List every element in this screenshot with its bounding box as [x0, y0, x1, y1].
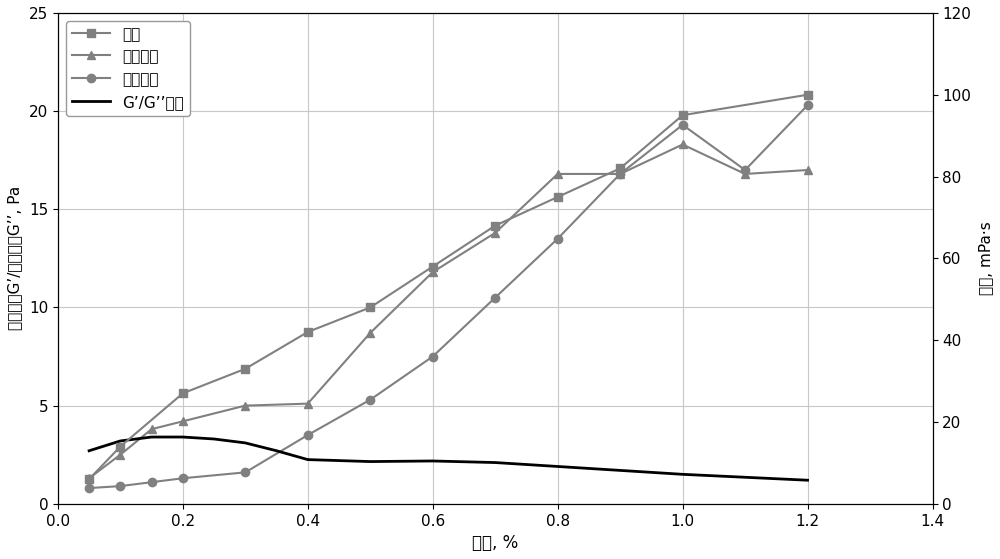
弹性模量 [739, 170, 751, 177]
粘性模量 [83, 485, 95, 491]
G’/G’’比値 [177, 434, 189, 440]
G’/G’’比値 [239, 439, 251, 446]
G’/G’’比値 [614, 467, 626, 474]
粘性模量 [614, 170, 626, 177]
粘度 [114, 443, 126, 450]
粘性模量 [552, 235, 564, 242]
粘性模量 [364, 396, 376, 403]
粘度 [802, 91, 814, 98]
粘性模量 [677, 121, 689, 128]
Line: 弹性模量: 弹性模量 [85, 140, 812, 482]
弹性模量 [302, 400, 314, 407]
粘性模量 [114, 483, 126, 490]
粘性模量 [802, 102, 814, 108]
Legend: 粘度, 弹性模量, 粘性模量, G’/G’’比値: 粘度, 弹性模量, 粘性模量, G’/G’’比値 [66, 21, 190, 116]
粘度 [239, 366, 251, 372]
G’/G’’比値 [114, 438, 126, 444]
弹性模量 [83, 475, 95, 482]
弹性模量 [114, 451, 126, 458]
粘性模量 [427, 353, 439, 360]
粘性模量 [739, 167, 751, 173]
弹性模量 [239, 402, 251, 409]
弹性模量 [489, 230, 501, 236]
粘度 [302, 329, 314, 335]
G’/G’’比値 [427, 458, 439, 465]
G’/G’’比値 [146, 434, 158, 440]
G’/G’’比値 [271, 447, 283, 454]
G’/G’’比値 [802, 477, 814, 484]
G’/G’’比値 [302, 456, 314, 463]
粘度 [552, 193, 564, 200]
X-axis label: 浓度, %: 浓度, % [472, 534, 518, 552]
粘性模量 [177, 475, 189, 482]
G’/G’’比値 [677, 471, 689, 478]
粘度 [364, 304, 376, 311]
粘度 [177, 390, 189, 397]
Line: G’/G’’比値: G’/G’’比値 [89, 437, 808, 480]
弹性模量 [802, 167, 814, 173]
粘度 [614, 165, 626, 172]
G’/G’’比値 [489, 459, 501, 466]
粘度 [83, 476, 95, 482]
G’/G’’比値 [364, 458, 376, 465]
G’/G’’比値 [552, 463, 564, 470]
粘度 [677, 112, 689, 119]
粘性模量 [302, 432, 314, 438]
弹性模量 [614, 170, 626, 177]
G’/G’’比値 [83, 447, 95, 454]
粘性模量 [239, 469, 251, 476]
弹性模量 [177, 418, 189, 425]
粘度 [489, 222, 501, 229]
弹性模量 [427, 269, 439, 276]
弹性模量 [677, 141, 689, 148]
Line: 粘度: 粘度 [85, 91, 812, 484]
弹性模量 [364, 330, 376, 337]
Line: 粘性模量: 粘性模量 [85, 101, 812, 492]
G’/G’’比値 [208, 435, 220, 442]
粘性模量 [146, 479, 158, 486]
粘度 [427, 263, 439, 270]
Y-axis label: 粘度, mPa·s: 粘度, mPa·s [978, 221, 993, 295]
弹性模量 [552, 170, 564, 177]
Y-axis label: 弹性模量G’/粘性模量G’’, Pa: 弹性模量G’/粘性模量G’’, Pa [7, 186, 22, 330]
粘性模量 [489, 294, 501, 301]
G’/G’’比値 [739, 474, 751, 481]
弹性模量 [146, 426, 158, 433]
